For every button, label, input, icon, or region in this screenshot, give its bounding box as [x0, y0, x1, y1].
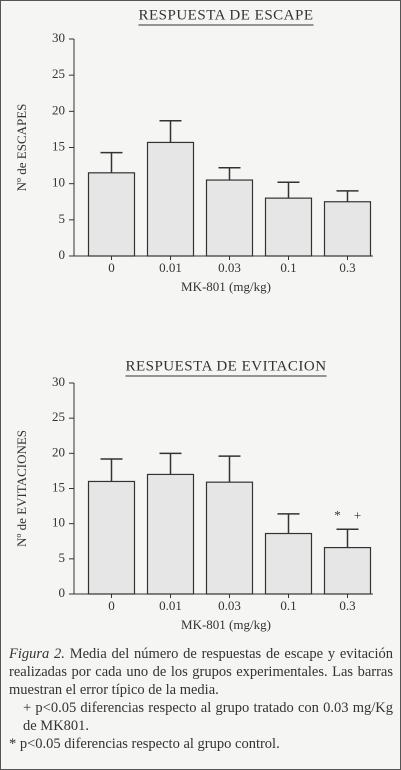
bar: [205, 179, 254, 257]
caption-label: Figura 2.: [9, 646, 65, 662]
x-tick-label: 0.3: [339, 260, 355, 275]
bar: [87, 172, 136, 257]
y-tick-label: 5: [59, 211, 66, 226]
caption-main: Figura 2. Media del número de respuestas…: [9, 645, 393, 699]
bar: [323, 546, 372, 595]
y-tick-label: 10: [52, 515, 65, 530]
y-tick-label: 30: [52, 30, 65, 45]
y-tick-label: 20: [52, 444, 65, 459]
y-axis-label: Nº de EVITACIONES: [14, 430, 29, 547]
y-tick-label: 25: [52, 66, 65, 81]
x-tick-label: 0.01: [159, 260, 182, 275]
y-tick-label: 15: [52, 138, 65, 153]
caption-note: + p<0.05 diferencias respecto al grupo t…: [23, 700, 393, 734]
y-tick-label: 10: [52, 175, 65, 190]
caption: Figura 2. Media del número de respuestas…: [9, 645, 393, 753]
bar: [323, 201, 372, 257]
x-tick-label: 0.03: [218, 598, 241, 613]
x-tick-label: 0.1: [280, 260, 296, 275]
caption-text: Media del número de respuestas de escape…: [9, 646, 394, 698]
y-tick-label: 0: [59, 585, 66, 600]
y-tick-label: 15: [52, 479, 65, 494]
x-tick-label: 0.3: [339, 598, 355, 613]
y-axis-label: Nº de ESCAPES: [14, 104, 29, 192]
y-tick-label: 20: [52, 102, 65, 117]
x-tick-label: 0: [108, 598, 115, 613]
bar: [264, 197, 313, 257]
caption-note: * p<0.05 diferencias respecto al grupo c…: [9, 736, 280, 752]
x-axis-label: MK-801 (mg/kg): [181, 279, 271, 294]
chart-title: RESPUESTA DE ESCAPE: [139, 7, 314, 23]
bar: [264, 532, 313, 595]
x-tick-label: 0.01: [159, 598, 182, 613]
chart-title: RESPUESTA DE EVITACION: [125, 358, 326, 374]
x-tick-label: 0: [108, 260, 115, 275]
y-tick-label: 0: [59, 247, 66, 262]
bar: [146, 473, 195, 595]
bar: [205, 481, 254, 595]
x-tick-label: 0.03: [218, 260, 241, 275]
annotation: *: [334, 507, 341, 522]
annotation: +: [354, 507, 361, 522]
y-tick-label: 5: [59, 550, 66, 565]
y-tick-label: 30: [52, 374, 65, 389]
charts: RESPUESTA DE ESCAPE Nº de ESCAPES MK-801 (…: [14, 7, 373, 632]
bar: [87, 480, 136, 595]
x-axis-label: MK-801 (mg/kg): [181, 617, 271, 632]
y-tick-label: 25: [52, 409, 65, 424]
bar: [146, 141, 195, 257]
x-tick-label: 0.1: [280, 598, 296, 613]
